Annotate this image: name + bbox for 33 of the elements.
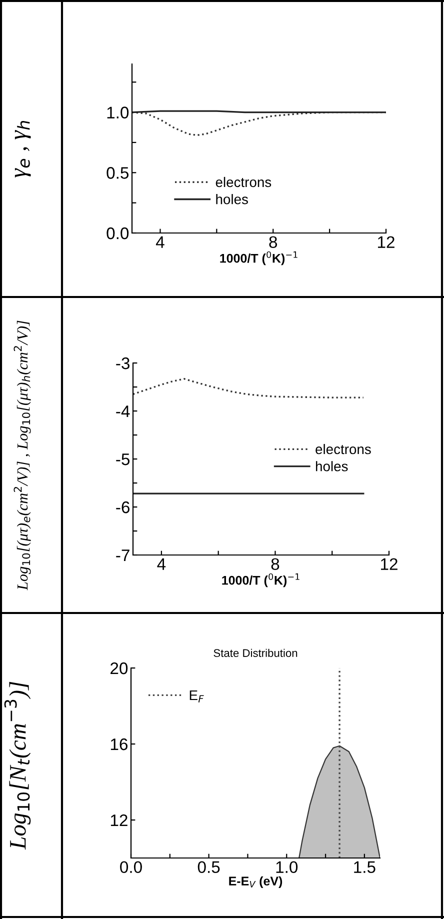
y-tick-label: -4 [116,406,130,418]
legend-label: holes [216,194,248,204]
chart-title: State Distribution [214,648,298,657]
y-tick-label: 20 [110,662,128,674]
x-tick-label: 4 [157,558,166,570]
x-tick-label: 8 [271,558,280,570]
text: Log$_{10}$[(μτ)$_{e}$(cm$^{2}$/V)] , Log$_{10}$[(μτ)$_{h}$(cm$^{2}$/V)] [14,320,31,590]
y-tick-label: 0.0 [106,227,129,240]
legend-label: E$_{F}$ [190,690,204,702]
x-tick-label: 4 [156,236,164,248]
legend-label: holes [316,461,348,472]
line-series [133,378,364,398]
y-tick-label: -3 [116,357,130,370]
y-tick-label: -5 [116,454,130,466]
y-axis-title: Log$_{10}$[N$_{t}$(cm$^{−3}$)] [4,682,31,850]
y-tick-label: 12 [110,814,128,826]
x-tick-label: 12 [381,558,398,570]
x-axis-title: 1000/T ($^{0}$K)$^{−1}$ [220,251,298,266]
x-axis-title: 1000/T ($^{0}$K)$^{−1}$ [222,573,300,588]
legend-label: electrons [216,176,272,188]
x-tick-label: 12 [378,236,394,248]
x-tick-label: 8 [269,236,278,248]
y-tick-label: -7 [116,550,130,562]
legend-label: electrons [316,444,371,454]
y-tick-label: 16 [110,738,128,750]
y-tick-label: 1.0 [107,106,129,118]
x-tick-label: 1.5 [354,861,376,874]
y-tick-label: 0.5 [106,167,129,179]
x-tick-label: 0.5 [198,861,220,874]
y-tick-label: -6 [116,501,130,514]
x-axis-title: E-E$_{V}$ (eV) [229,876,282,888]
y-axis-title: γ$_{e}$ , γ$_{h}$ [14,120,31,178]
x-tick-label: 1.0 [276,861,298,874]
